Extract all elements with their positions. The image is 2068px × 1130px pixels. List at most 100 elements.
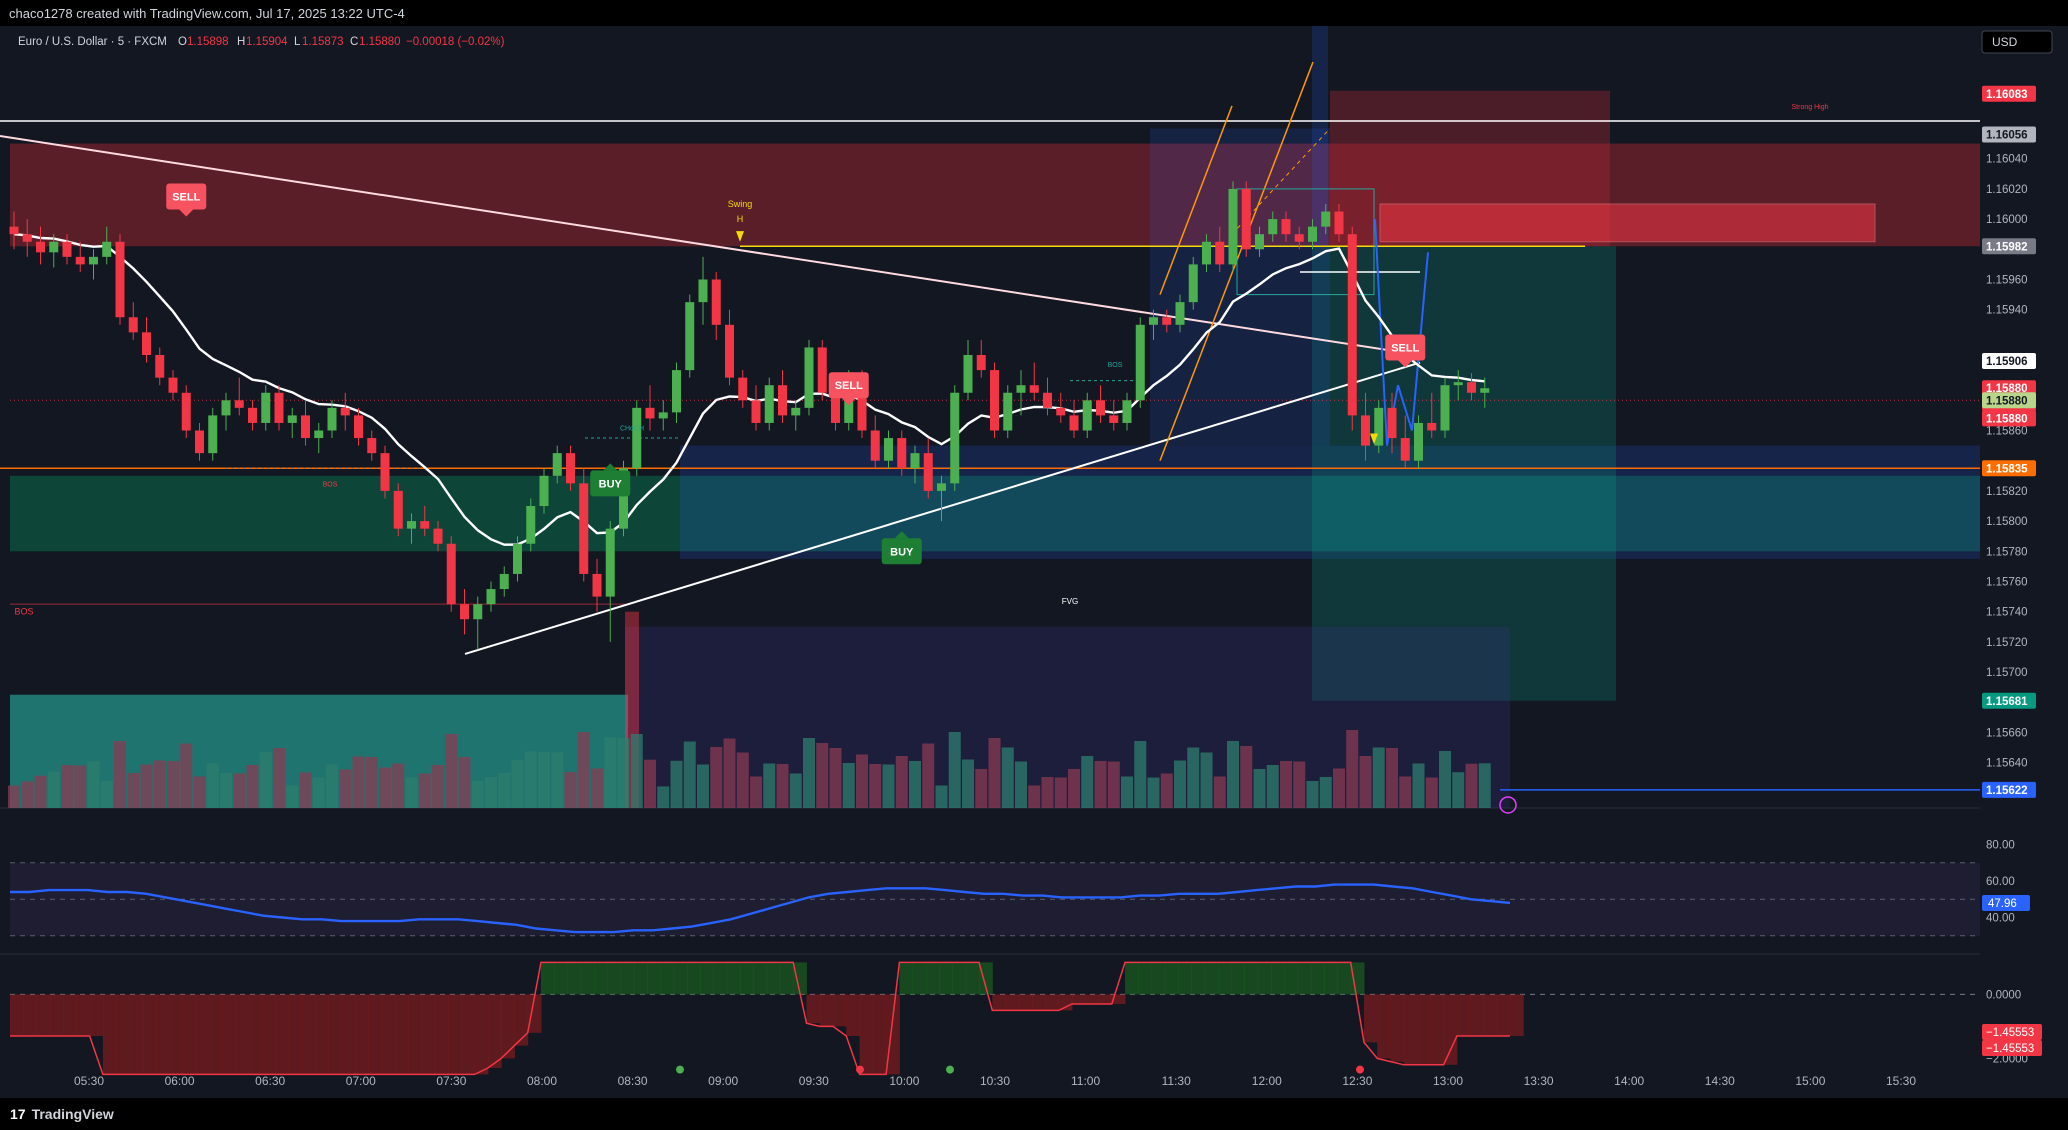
candle-body — [340, 407, 350, 416]
osc-bar — [182, 994, 197, 1075]
osc-bar — [514, 994, 529, 1046]
osc-bar — [965, 962, 980, 995]
candle — [1414, 415, 1423, 469]
sell-signal-label: SELL — [835, 380, 863, 392]
buy-signal-box — [881, 538, 922, 565]
osc-bar — [1125, 962, 1139, 995]
osc-bar — [594, 962, 608, 995]
zone-layer — [0, 26, 2068, 1098]
volume-bar — [127, 773, 140, 808]
osc-bar — [156, 994, 170, 1075]
price-label: 1.15982 — [1982, 238, 2036, 255]
candle-body — [22, 234, 32, 242]
candle — [1427, 392, 1437, 439]
osc-bar — [474, 994, 489, 1075]
annotation-label: BOS — [1108, 362, 1123, 369]
legend-high-value: 1.15904 — [246, 36, 288, 48]
volume-bar — [1094, 761, 1107, 808]
currency-label: USD — [1992, 35, 2018, 49]
time-tick-label: 10:00 — [889, 1074, 919, 1088]
volume-bar — [21, 781, 34, 808]
buy-signal-box — [590, 470, 631, 497]
candle — [605, 521, 615, 642]
candle-body — [764, 385, 774, 423]
candle — [1255, 226, 1264, 257]
sell-signal-box — [166, 183, 207, 210]
candle-body — [142, 332, 151, 355]
candle — [128, 302, 138, 340]
osc-bar — [859, 994, 874, 1075]
candle-body — [234, 400, 244, 408]
time-tick-label: 06:30 — [255, 1074, 285, 1088]
rsi-value-label: 47.96 — [1982, 894, 2030, 911]
candle — [950, 385, 960, 491]
time-tick-label: 12:30 — [1342, 1074, 1372, 1088]
volume-bar — [829, 748, 842, 808]
buy-signal-label: BUY — [890, 546, 914, 558]
osc-bar — [620, 962, 635, 995]
volume-bar — [1028, 785, 1041, 808]
attribution-text: chaco1278 created with TradingView.com, … — [9, 6, 405, 21]
candle — [645, 385, 655, 431]
osc-bar — [1032, 994, 1046, 1011]
candle-body — [261, 392, 271, 423]
rsi-pane — [10, 862, 1980, 937]
volume-bar — [511, 760, 524, 808]
volume-bar — [1081, 756, 1094, 808]
candle-body — [950, 392, 960, 484]
candle-body — [884, 438, 893, 461]
candle — [1056, 392, 1066, 423]
channel-fill — [1150, 128, 1330, 446]
time-tick-label: 07:00 — [346, 1074, 376, 1088]
osc-bar — [10, 994, 24, 1036]
volume-bar — [1213, 776, 1226, 808]
osc-bar — [195, 994, 210, 1075]
osc-bar — [1018, 994, 1033, 1011]
volume-bar — [856, 754, 868, 808]
volume-bar — [1121, 776, 1133, 808]
candle-body — [1082, 400, 1092, 431]
osc-bar — [766, 962, 781, 995]
candle — [1228, 181, 1238, 272]
price-label-box — [1982, 380, 2036, 397]
candle — [884, 430, 893, 469]
volume-bar — [74, 765, 87, 808]
candle — [1029, 362, 1039, 401]
osc-bar — [939, 962, 953, 995]
footer-bar: 17 TradingView — [0, 1098, 2068, 1130]
candle — [181, 385, 191, 439]
candle — [976, 339, 986, 378]
candle-body — [1016, 385, 1026, 393]
volume-bar — [869, 764, 882, 808]
osc-bar — [925, 962, 940, 995]
candle-body — [420, 521, 430, 529]
currency-button[interactable]: USD — [1981, 30, 2053, 54]
osc-bar — [1231, 962, 1246, 995]
candle-body — [301, 415, 310, 439]
price-label-box — [1982, 692, 2036, 709]
osc-bar — [686, 962, 701, 995]
price-label-box — [1982, 126, 2036, 143]
osc-bar — [1470, 994, 1484, 1036]
volume-bar — [1465, 763, 1478, 808]
volume-bar — [392, 763, 405, 808]
osc-bar — [1510, 994, 1524, 1036]
candle — [579, 468, 589, 582]
chart-canvas[interactable]: SELL BUY SELL BUY SELL Swing H CHoCH BOS BOS BOS FV… — [0, 26, 2068, 1098]
candle-body — [195, 430, 204, 454]
osc-bar — [1204, 962, 1219, 995]
osc-value-label: −1.45553 — [1982, 1039, 2042, 1056]
volume-layer — [8, 730, 1491, 808]
candle-body — [605, 528, 615, 597]
candle — [937, 475, 946, 522]
candle-body — [327, 407, 337, 431]
candle — [380, 445, 390, 499]
price-label-box — [1982, 410, 2036, 427]
candle-body — [155, 355, 165, 378]
osc-bar — [1005, 994, 1020, 1011]
tradingview-logo[interactable]: 17 TradingView — [10, 1106, 114, 1122]
volume-bar — [34, 775, 47, 808]
osc-bar — [1310, 962, 1325, 995]
price-label-text: 1.15880 — [1986, 395, 2028, 407]
legend: Euro / U.S. Dollar · 5 · FXCM O 1.15898 … — [18, 36, 505, 48]
